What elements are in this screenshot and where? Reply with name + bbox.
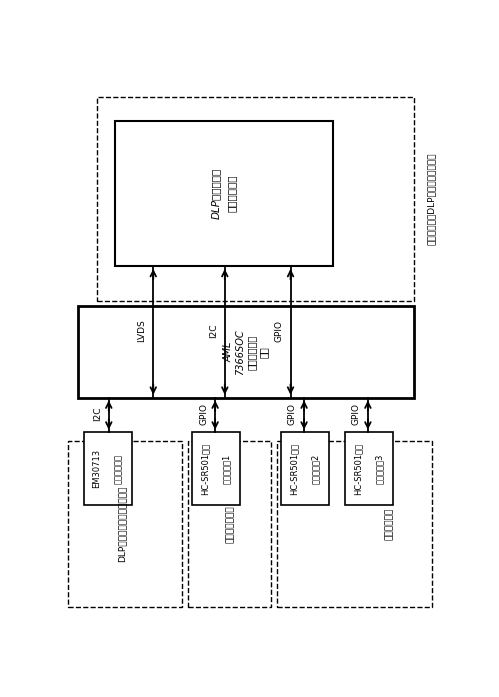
Bar [84,432,132,505]
Text: AML: AML [224,342,234,362]
Bar [68,441,182,607]
Bar [345,432,393,505]
Text: 主动节能单元: 主动节能单元 [385,507,394,540]
Text: HC-SR501红外: HC-SR501红外 [353,443,363,495]
Text: GPIO: GPIO [199,403,208,424]
Text: DLP系统数字微: DLP系统数字微 [211,168,221,220]
Text: 7366SOC: 7366SOC [235,329,246,375]
Text: I2C: I2C [209,323,218,338]
Text: 自动激励目标元: 自动激励目标元 [226,505,235,542]
Bar [281,432,329,505]
Text: LVDS: LVDS [137,319,146,342]
Text: 单元: 单元 [258,346,268,358]
Text: 人体探测全2: 人体探测全2 [311,454,320,484]
Bar [97,97,414,301]
Text: HC-SR501红外: HC-SR501红外 [290,443,299,495]
Text: 人体探测全3: 人体探测全3 [375,454,384,484]
Text: 智能电视主控: 智能电视主控 [247,335,257,369]
Text: EM30713: EM30713 [92,449,101,489]
Bar [192,432,241,505]
Text: GPIO: GPIO [274,319,283,342]
Text: DLP输出亮度自适应调节单元: DLP输出亮度自适应调节单元 [118,486,127,562]
Text: 人体探测全1: 人体探测全1 [223,454,232,484]
Text: GPIO: GPIO [288,403,297,424]
Text: 环境光传感器: 环境光传感器 [114,454,123,484]
Bar [188,441,271,607]
Text: I2C: I2C [93,406,102,421]
Text: HC-SR501红外: HC-SR501红外 [201,443,210,495]
Bar [78,307,414,397]
Bar [115,121,333,266]
Text: GPIO: GPIO [352,403,361,424]
Bar [277,441,432,607]
Text: 超短焦距背投DLP激光投影显示单元: 超短焦距背投DLP激光投影显示单元 [427,153,436,245]
Text: 镜设备驱动板: 镜设备驱动板 [227,175,237,213]
